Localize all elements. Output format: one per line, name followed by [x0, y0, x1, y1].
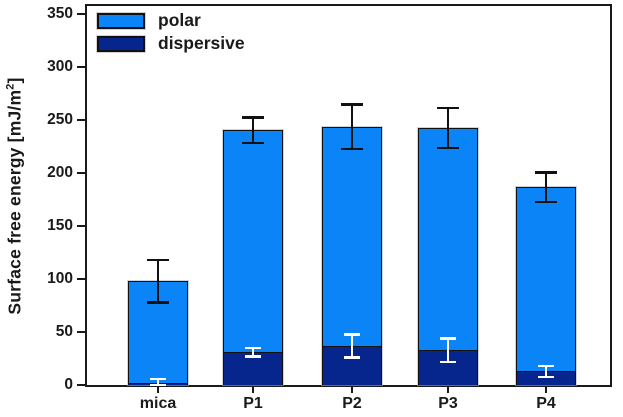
dispersive-error-bar — [156, 378, 160, 385]
y-tick-label: 250 — [47, 111, 73, 129]
y-axis-title-superscript: 2 — [4, 83, 17, 90]
y-tick-mark — [77, 172, 85, 175]
y-tick-label: 150 — [47, 217, 73, 235]
x-tick-label-P2: P2 — [342, 395, 362, 412]
y-tick-label: 50 — [55, 323, 73, 341]
x-tick-label-P1: P1 — [243, 395, 263, 412]
y-axis-title-close-bracket: ] — [4, 77, 25, 84]
legend-swatch-dispersive — [97, 35, 145, 52]
legend-label: dispersive — [158, 33, 245, 53]
dispersive-error-cap — [344, 356, 360, 359]
legend-item-dispersive: dispersive — [97, 32, 245, 55]
bars-layer — [87, 6, 610, 387]
dispersive-error-cap — [150, 377, 166, 381]
total-error-cap — [147, 301, 169, 304]
legend-swatch-polar — [97, 12, 145, 29]
y-tick-label: 300 — [47, 58, 73, 76]
dispersive-error-bar — [251, 347, 255, 357]
bar-P4 — [516, 187, 576, 385]
total-error-bar — [447, 107, 449, 148]
total-error-bar — [545, 172, 547, 202]
x-tick-label-mica: mica — [139, 395, 177, 412]
dispersive-error-bar — [544, 365, 548, 377]
y-tick-mark — [77, 278, 85, 281]
y-axis-title: Surface free energy [mJ/m2] — [5, 77, 26, 314]
dispersive-error-bar — [350, 334, 354, 358]
dispersive-error-cap — [150, 384, 166, 387]
total-error-cap — [242, 141, 264, 144]
x-tick-label-P3: P3 — [438, 395, 458, 412]
y-tick-label: 350 — [47, 5, 73, 23]
total-error-cap — [437, 146, 459, 150]
y-tick-label: 100 — [47, 270, 73, 288]
y-tick-mark — [77, 225, 85, 228]
y-tick-mark — [77, 66, 85, 69]
y-tick-mark — [77, 331, 85, 334]
total-error-cap — [147, 259, 169, 262]
legend: polar dispersive — [97, 9, 245, 55]
y-tick-mark — [77, 119, 85, 122]
x-tick-mark — [157, 387, 159, 393]
dispersive-error-cap — [538, 375, 554, 378]
total-error-bar — [351, 104, 353, 149]
dispersive-error-bar — [446, 338, 450, 362]
x-tick-mark — [351, 387, 353, 393]
total-error-cap — [341, 103, 363, 106]
x-tick-label-P4: P4 — [536, 395, 556, 412]
x-tick-mark — [447, 387, 449, 393]
legend-item-polar: polar — [97, 9, 245, 32]
total-error-cap — [437, 106, 459, 110]
y-tick-label: 0 — [64, 376, 73, 393]
total-error-cap — [535, 171, 557, 174]
x-tick-mark — [252, 387, 254, 393]
x-tick-mark — [545, 387, 547, 393]
dispersive-error-cap — [344, 333, 360, 336]
dispersive-error-cap — [245, 346, 261, 350]
total-error-cap — [242, 116, 264, 119]
total-error-bar — [252, 117, 254, 143]
y-tick-label: 200 — [47, 164, 73, 182]
legend-label: polar — [158, 10, 201, 30]
y-axis-title-text: Surface free energy [mJ/m — [4, 89, 25, 315]
dispersive-error-cap — [538, 364, 554, 368]
total-error-cap — [341, 147, 363, 151]
total-error-cap — [535, 200, 557, 204]
dispersive-error-cap — [440, 337, 456, 340]
y-tick-mark — [77, 384, 85, 386]
total-error-bar — [157, 260, 159, 303]
dispersive-error-cap — [245, 355, 261, 358]
plot-area: polar dispersive — [85, 4, 612, 387]
dispersive-error-cap — [440, 360, 456, 364]
y-tick-mark — [77, 13, 85, 16]
